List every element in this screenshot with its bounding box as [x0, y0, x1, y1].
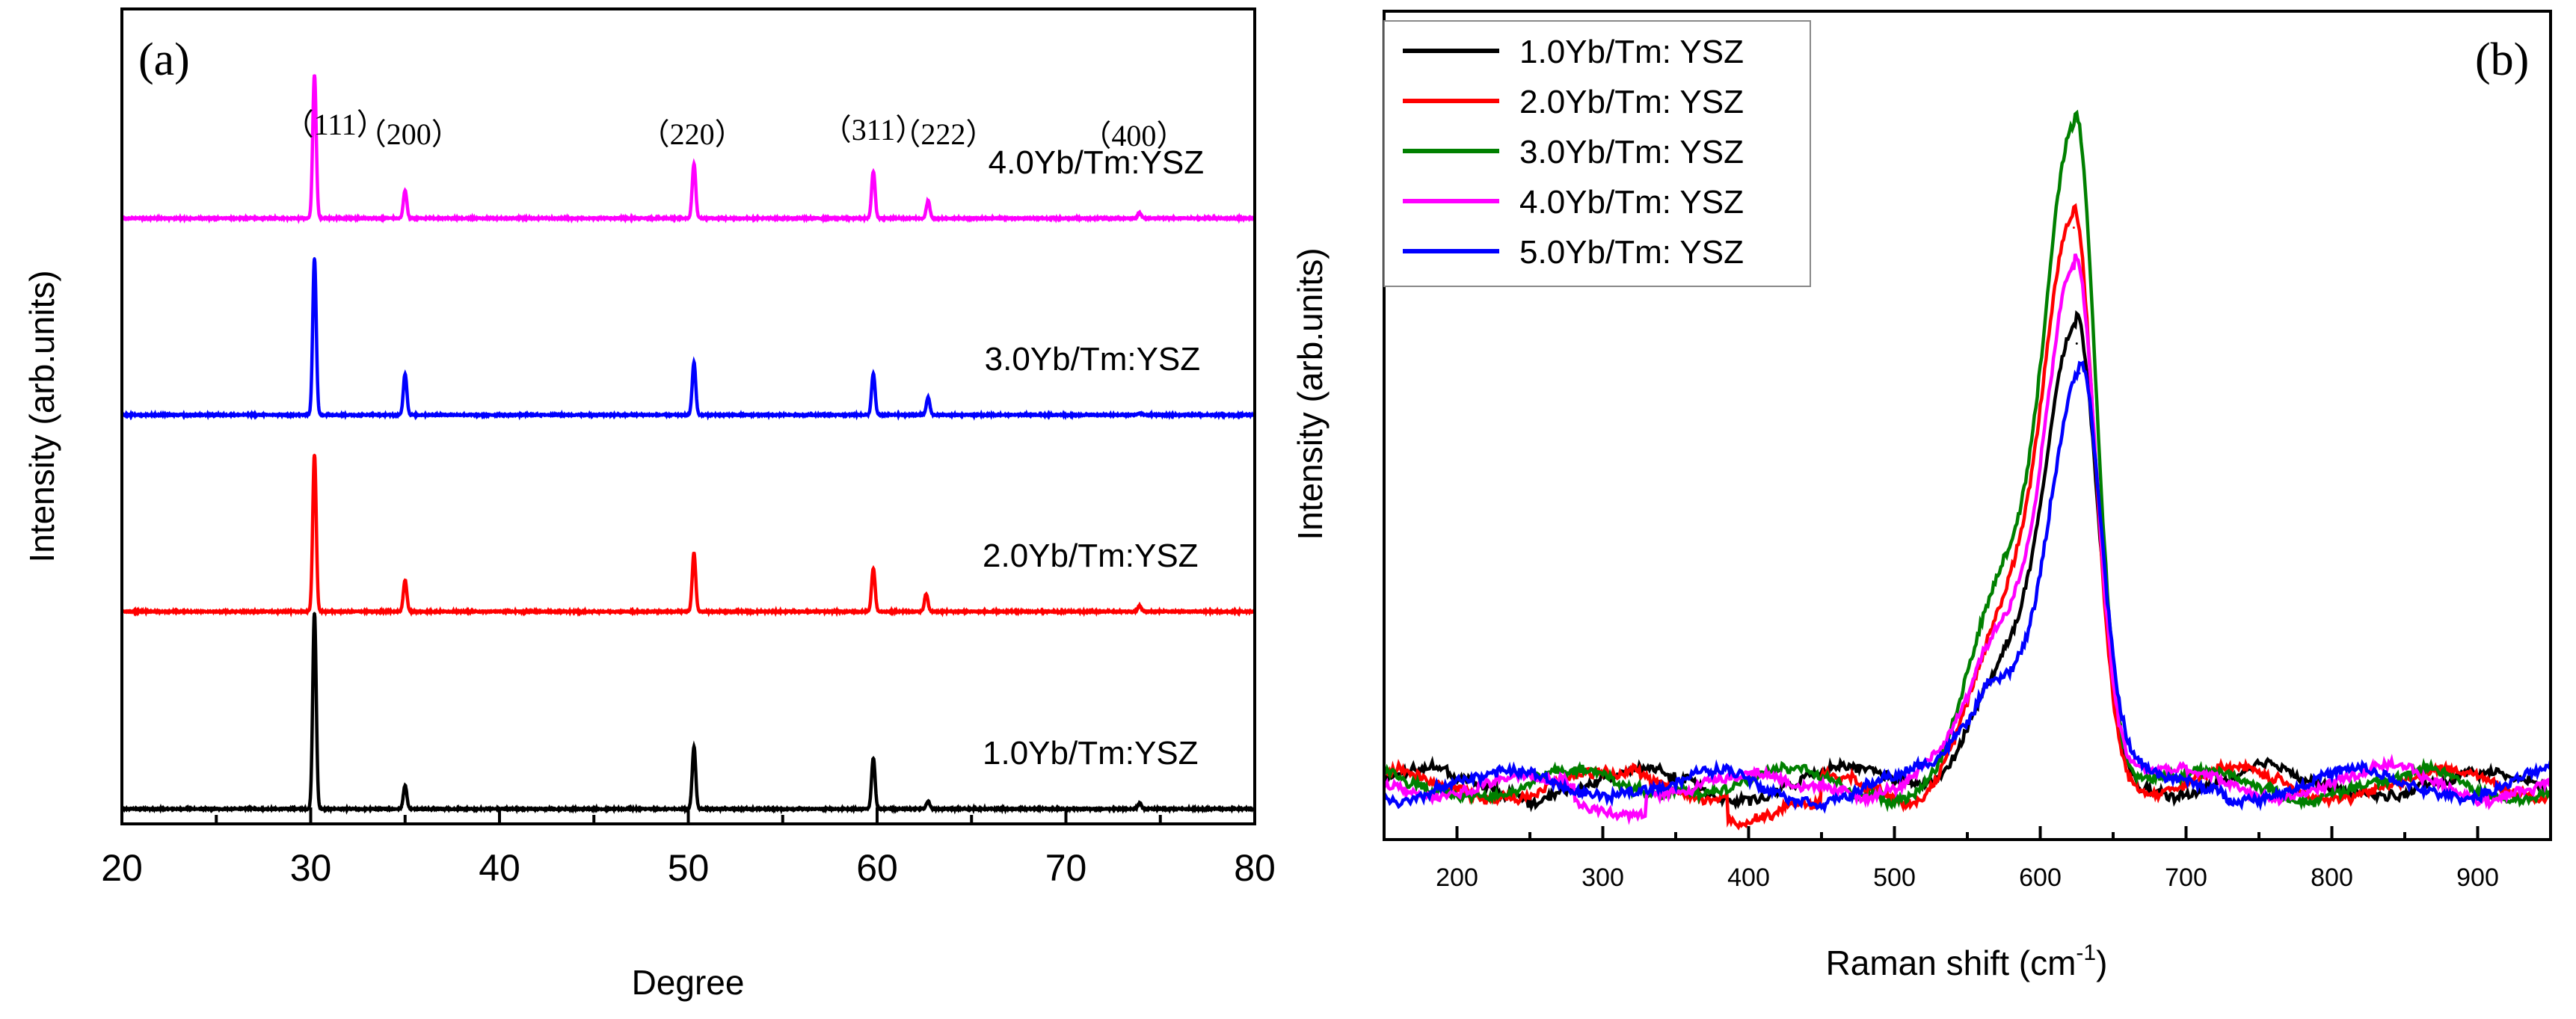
xrd-peak-point — [404, 784, 407, 787]
raman-legend-box — [1383, 20, 1811, 287]
xrd-peak-point — [1138, 211, 1141, 214]
raman-series-line — [1384, 109, 2551, 813]
raman-x-axis-label-main: Raman shift (cm — [1826, 943, 2077, 982]
raman-panel: 200 300 400 500 600 700 800 900 1.0Yb/Tm: YSZ 2.… — [1291, 10, 2552, 982]
xrd-series-line — [121, 74, 1256, 224]
xrd-peak-point — [872, 567, 875, 570]
xrd-x-tick-label: 70 — [1045, 847, 1087, 889]
xrd-x-tick-label: 40 — [479, 847, 520, 889]
xrd-series-line — [120, 454, 1257, 618]
raman-x-tick-label: 600 — [2019, 863, 2062, 892]
xrd-peak-point — [313, 612, 316, 615]
xrd-peak-point — [926, 395, 929, 398]
raman-legend-label: 3.0Yb/Tm: YSZ — [1519, 134, 1744, 170]
xrd-peak-point — [313, 453, 316, 456]
raman-x-tick-label: 500 — [1873, 863, 1916, 892]
xrd-series-label: 3.0Yb/Tm:YSZ — [985, 341, 1201, 378]
xrd-peak-point — [925, 592, 928, 595]
xrd-peak-point — [872, 372, 875, 375]
xrd-peak-annotation: （111） — [284, 108, 387, 141]
xrd-peak-point — [404, 189, 407, 192]
xrd-peak-point — [692, 745, 695, 748]
raman-x-axis-label-sup: -1 — [2076, 941, 2096, 965]
xrd-peak-point — [1138, 411, 1141, 414]
raman-series-line — [1384, 203, 2551, 831]
xrd-series-label: 1.0Yb/Tm:YSZ — [983, 735, 1199, 772]
xrd-peak-point — [404, 579, 407, 582]
raman-panel-label: (b) — [2475, 34, 2529, 85]
xrd-peak-point — [313, 74, 316, 77]
xrd-x-tick-label: 30 — [290, 847, 332, 889]
xrd-series-label: 2.0Yb/Tm:YSZ — [983, 538, 1199, 574]
xrd-peak-point — [872, 170, 875, 173]
xrd-peak-point — [692, 162, 695, 165]
xrd-series-line — [120, 258, 1256, 421]
raman-peak-point — [2075, 342, 2078, 345]
raman-x-axis-label-suffix: ) — [2096, 943, 2107, 982]
raman-legend-items: 1.0Yb/Tm: YSZ 2.0Yb/Tm: YSZ 3.0Yb/Tm: YSZ 4… — [1403, 34, 1744, 271]
raman-x-tick-label: 900 — [2456, 863, 2499, 892]
raman-peak-point — [2078, 372, 2081, 375]
raman-legend-label: 2.0Yb/Tm: YSZ — [1519, 84, 1744, 120]
xrd-peak-point — [872, 757, 875, 760]
xrd-panel: 1.0Yb/Tm:YSZ 2.0Yb/Tm:YSZ 3.0Yb/Tm:YSZ 4.0Y… — [22, 7, 1276, 1002]
raman-x-tick-label: 400 — [1727, 863, 1770, 892]
xrd-series-label: 4.0Yb/Tm:YSZ — [989, 144, 1205, 181]
xrd-peak-point — [692, 551, 695, 554]
raman-legend-label: 4.0Yb/Tm: YSZ — [1519, 184, 1744, 221]
raman-legend-label: 1.0Yb/Tm: YSZ — [1519, 34, 1744, 70]
xrd-peak-annotations: （111）（200） （220） （311）（222） （400） — [284, 108, 1187, 153]
xrd-peak-point — [404, 372, 407, 375]
xrd-peak-point — [1138, 801, 1141, 804]
xrd-peak-annotation: （200） — [357, 117, 461, 151]
xrd-peak-point — [313, 256, 316, 259]
xrd-traces — [120, 74, 1257, 815]
xrd-panel-label: (a) — [138, 34, 190, 85]
raman-x-tick-label: 700 — [2165, 863, 2207, 892]
xrd-peak-annotation: （222） — [891, 117, 995, 151]
raman-y-axis-label: Intensity (arb.units) — [1291, 247, 1330, 540]
xrd-x-axis-label: Degree — [632, 963, 745, 1002]
raman-peak-point — [2074, 259, 2077, 262]
xrd-x-tick-label: 60 — [856, 847, 898, 889]
raman-traces — [1384, 109, 2551, 831]
raman-legend: 1.0Yb/Tm: YSZ 2.0Yb/Tm: YSZ 3.0Yb/Tm: YSZ 4… — [1383, 20, 1811, 287]
xrd-x-axis: 20 30 40 50 60 70 80 — [101, 807, 1276, 889]
raman-legend-label: 5.0Yb/Tm: YSZ — [1519, 234, 1744, 271]
xrd-series-labels: 1.0Yb/Tm:YSZ 2.0Yb/Tm:YSZ 3.0Yb/Tm:YSZ 4.0Y… — [983, 144, 1204, 772]
xrd-x-tick-label: 80 — [1234, 847, 1276, 889]
raman-series-line — [1384, 253, 2551, 825]
xrd-x-tick-label: 50 — [668, 847, 710, 889]
raman-x-tick-label: 800 — [2311, 863, 2353, 892]
xrd-peak-annotation: （220） — [640, 117, 745, 151]
xrd-peak-point — [926, 800, 929, 802]
raman-x-axis-label: Raman shift (cm-1) — [1826, 941, 2108, 982]
xrd-x-tick-label: 20 — [101, 847, 143, 889]
raman-series-line — [1384, 360, 2551, 814]
raman-x-tick-label: 200 — [1436, 863, 1478, 892]
raman-peak-point — [2072, 227, 2075, 229]
xrd-y-axis-label: Intensity (arb.units) — [22, 270, 61, 562]
xrd-peak-annotation: （400） — [1081, 119, 1186, 153]
raman-x-tick-label: 300 — [1581, 863, 1624, 892]
xrd-series-line — [120, 612, 1256, 815]
xrd-peak-point — [926, 199, 929, 202]
raman-peak-point — [2074, 120, 2077, 123]
xrd-peak-point — [692, 360, 695, 363]
xrd-peak-annotation: （311） — [822, 113, 926, 147]
raman-x-axis: 200 300 400 500 600 700 800 900 — [1383, 826, 2499, 892]
raman-series-line — [1384, 310, 2551, 813]
xrd-peak-point — [1138, 604, 1141, 607]
